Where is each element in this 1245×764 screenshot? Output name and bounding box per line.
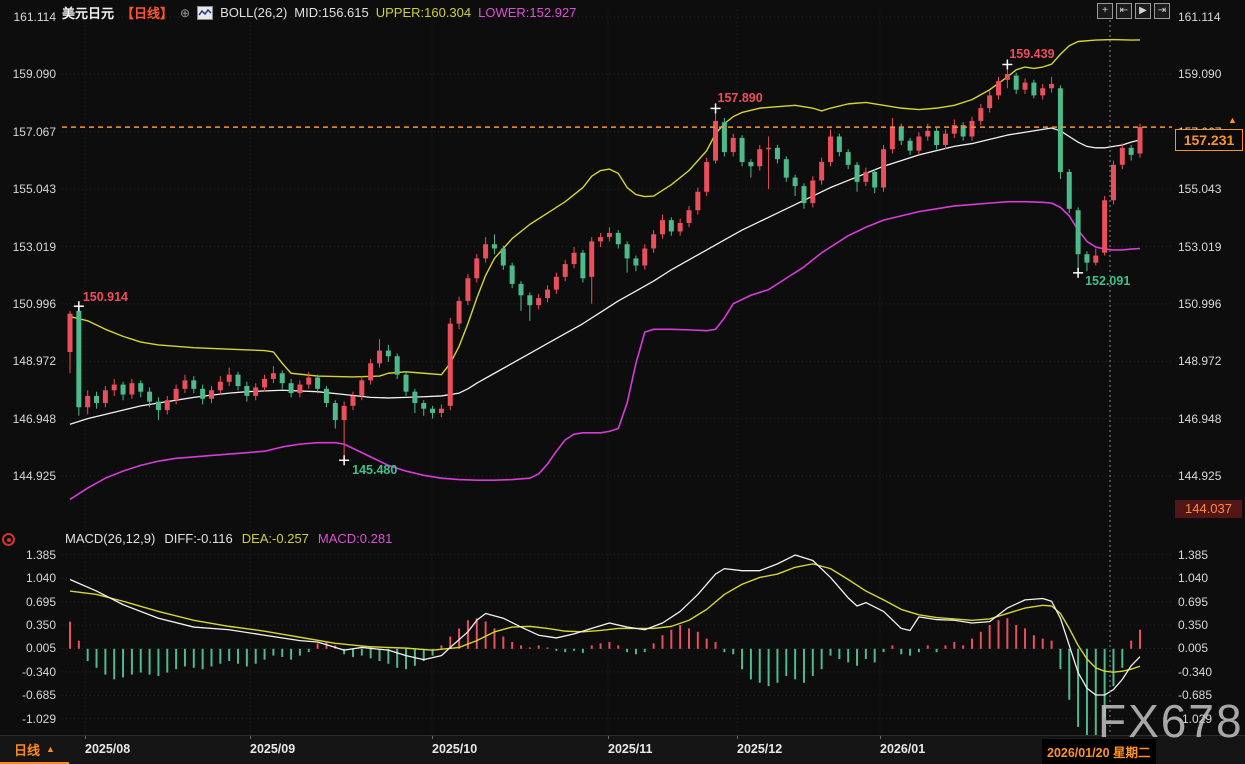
- x-axis-tick: [432, 736, 433, 739]
- price-annotation: 152.091: [1085, 273, 1131, 288]
- price-axis-label: 153.019: [12, 239, 56, 254]
- macd-dea-value: DEA:-0.257: [241, 531, 309, 546]
- chevron-up-icon: ▲: [46, 744, 55, 754]
- macd-axis-label: -1.029: [21, 711, 56, 726]
- range-low-label: 144.037: [1175, 500, 1242, 519]
- macd-axis-label: 0.350: [25, 618, 56, 633]
- price-axis-label: 148.972: [1178, 354, 1222, 369]
- boll-label: BOLL(26,2): [220, 5, 288, 20]
- price-axis-label: 153.019: [1178, 239, 1222, 254]
- circle-plus-icon[interactable]: ⊕: [180, 5, 191, 20]
- macd-axis-label: 0.695: [1178, 594, 1209, 609]
- price-axis-label: 144.925: [12, 469, 56, 484]
- macd-axis-label: 0.350: [1178, 618, 1209, 633]
- chart-toolbar: + ⇤ ▶ ⇥: [1097, 3, 1170, 19]
- price-axis-label: 159.090: [12, 67, 56, 82]
- price-axis-label: 157.067: [12, 124, 56, 139]
- price-axis-label: 146.948: [1178, 411, 1222, 426]
- price-marker-icon[interactable]: ▲: [1228, 115, 1237, 126]
- macd-header: MACD(26,12,9) DIFF:-0.116 DEA:-0.257 MAC…: [65, 531, 392, 546]
- price-axis-label: 161.114: [13, 10, 57, 24]
- macd-axis-label: -0.340: [1178, 664, 1213, 679]
- x-axis-bar: 日线 ▲ 2025/08 2025/09 2025/10 2025/11 2025/12…: [0, 735, 1245, 764]
- macd-axis-label: -0.685: [21, 688, 56, 703]
- record-indicator-icon[interactable]: [2, 533, 15, 546]
- price-axis-label: 144.925: [1178, 469, 1222, 484]
- macd-name-label: MACD(26,12,9): [65, 531, 156, 546]
- x-axis-label: 2025/11: [608, 742, 653, 756]
- play-forward-icon[interactable]: ▶: [1135, 3, 1151, 19]
- x-axis-label: 2025/08: [85, 742, 131, 756]
- price-axis-label: 155.043: [12, 182, 56, 197]
- price-annotation: 159.439: [1009, 47, 1055, 62]
- price-axis-label: 148.972: [12, 354, 56, 369]
- boll-mid-value: MID:156.615: [294, 5, 369, 20]
- price-axis-label: 146.948: [12, 411, 56, 426]
- price-axis-label: 159.090: [1178, 67, 1222, 82]
- macd-diff-value: DIFF:-0.116: [164, 531, 233, 546]
- macd-axis-label: 0.005: [1178, 641, 1209, 656]
- x-axis-label: 2025/10: [432, 742, 478, 756]
- zoom-range-left-icon[interactable]: ⇤: [1116, 3, 1132, 19]
- period-tag: 【日线】: [121, 6, 174, 21]
- x-axis-label: 2026/01: [880, 742, 926, 756]
- exit-right-icon[interactable]: ⇥: [1154, 3, 1170, 19]
- chart-header: 美元日元 【日线】 ⊕ BOLL(26,2) MID:156.615 UPPER…: [62, 3, 576, 22]
- price-annotation: 157.890: [717, 91, 763, 106]
- price-annotation: 150.914: [82, 290, 129, 305]
- x-axis-tick: [85, 736, 86, 739]
- macd-axis-label: -1.029: [1178, 711, 1213, 726]
- x-axis-tick: [250, 736, 251, 739]
- macd-axis-label: 1.385: [1178, 547, 1209, 562]
- boll-lower-value: LOWER:152.927: [478, 5, 577, 20]
- macd-macd-value: MACD:0.281: [317, 531, 393, 546]
- price-axis-label: 155.043: [1178, 182, 1222, 197]
- macd-axis-label: -0.340: [21, 664, 56, 679]
- macd-axis-label: 1.385: [25, 547, 56, 562]
- boll-upper-value: UPPER:160.304: [375, 5, 472, 20]
- price-axis-label: 161.114: [1178, 10, 1221, 24]
- macd-axis-label: 0.005: [25, 641, 56, 656]
- macd-axis-label: 1.040: [25, 571, 56, 586]
- indicator-thumbnail-icon[interactable]: [197, 5, 214, 20]
- price-annotation: 145.480: [352, 463, 398, 478]
- x-axis-tick: [880, 736, 881, 739]
- last-price-label: 157.231: [1175, 129, 1243, 152]
- x-axis-tick: [608, 736, 609, 739]
- crosshair-date-label: 2026/01/20 星期二: [1042, 739, 1156, 764]
- tab-daily-period[interactable]: 日线 ▲: [0, 736, 69, 764]
- tab-daily-label: 日线: [14, 742, 41, 758]
- x-axis-tick: [737, 736, 738, 739]
- symbol-name: 美元日元: [62, 6, 115, 21]
- x-axis-label: 2025/09: [250, 742, 296, 756]
- macd-axis-label: -0.685: [1178, 688, 1213, 703]
- watermark-logo: FX678: [1098, 695, 1244, 747]
- macd-axis-label: 1.040: [1178, 571, 1209, 586]
- price-axis-label: 150.996: [12, 296, 56, 311]
- x-axis-label: 2025/12: [737, 742, 783, 756]
- macd-axis-label: 0.695: [25, 594, 56, 609]
- pan-move-icon[interactable]: +: [1097, 3, 1113, 19]
- price-axis-label: 150.996: [1178, 296, 1222, 311]
